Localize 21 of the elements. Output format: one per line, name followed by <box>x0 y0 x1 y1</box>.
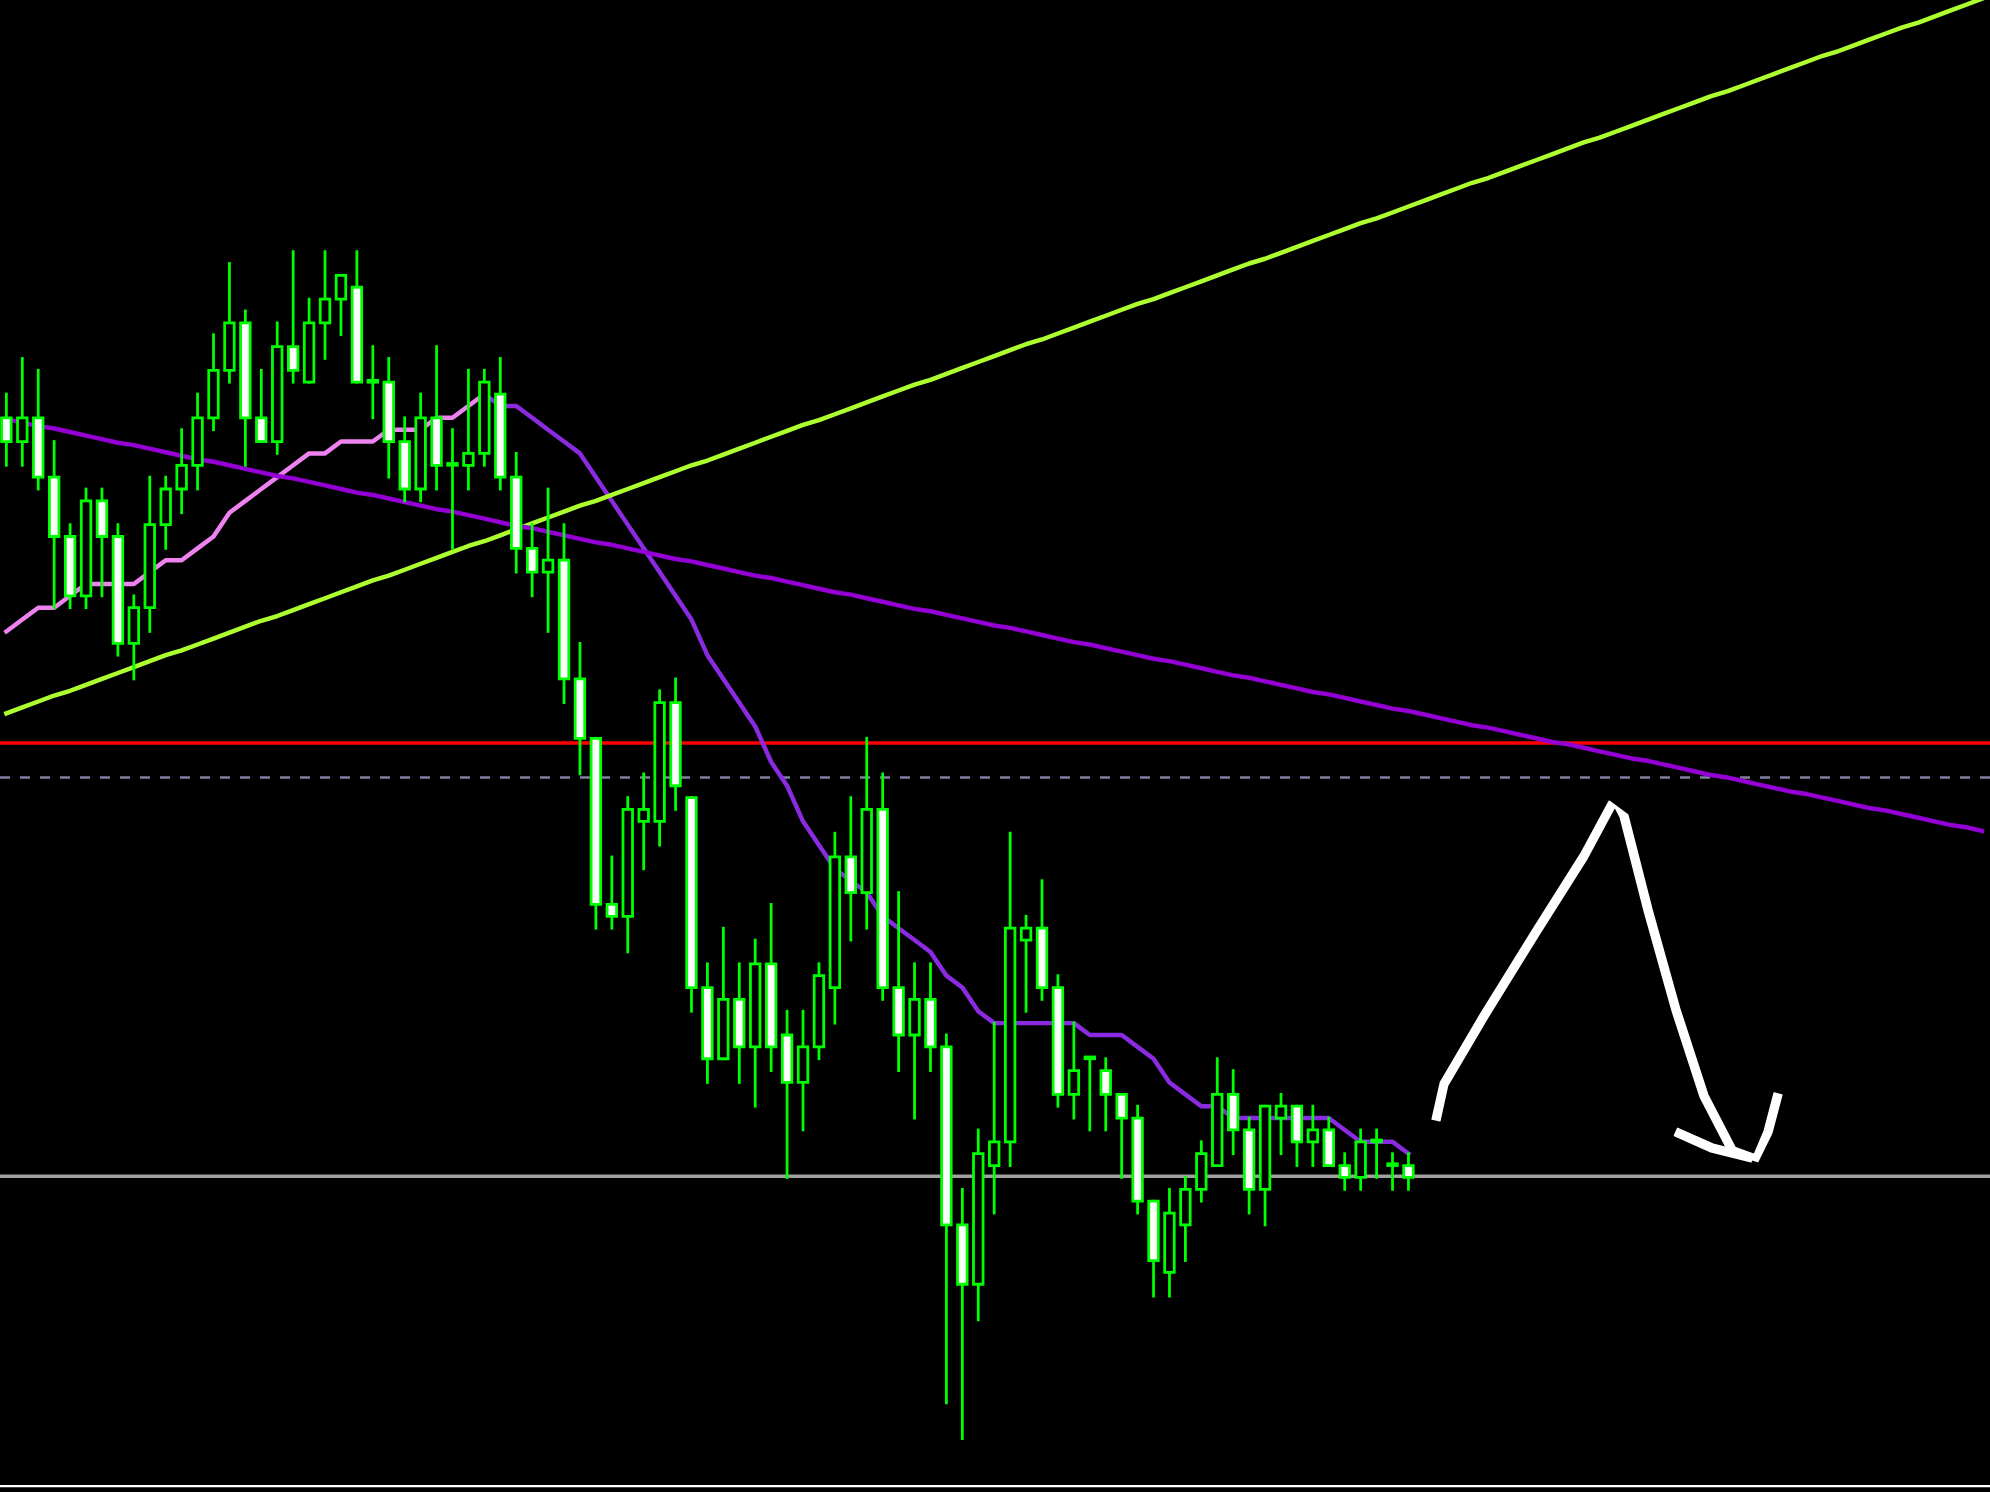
candlestick <box>127 594 140 681</box>
candlestick <box>286 250 300 384</box>
candlestick <box>988 1021 1001 1215</box>
candlestick <box>1322 1116 1335 1167</box>
candlestick <box>525 523 539 598</box>
candlestick <box>605 855 618 930</box>
candlestick <box>95 487 109 598</box>
candlestick <box>1019 914 1033 1013</box>
candlestick <box>1227 1069 1240 1156</box>
candlestick <box>366 345 379 420</box>
candlestick <box>541 487 555 633</box>
candlestick <box>796 1009 810 1132</box>
candlestick <box>1306 1104 1320 1167</box>
candlestick <box>1290 1104 1304 1167</box>
candlestick <box>1274 1092 1288 1156</box>
candlestick <box>780 1009 794 1179</box>
candlestick <box>844 796 857 942</box>
candlestick <box>1067 1021 1081 1120</box>
candlestick <box>318 250 332 360</box>
candlestick <box>1083 1055 1096 1132</box>
candlestick <box>334 273 348 337</box>
